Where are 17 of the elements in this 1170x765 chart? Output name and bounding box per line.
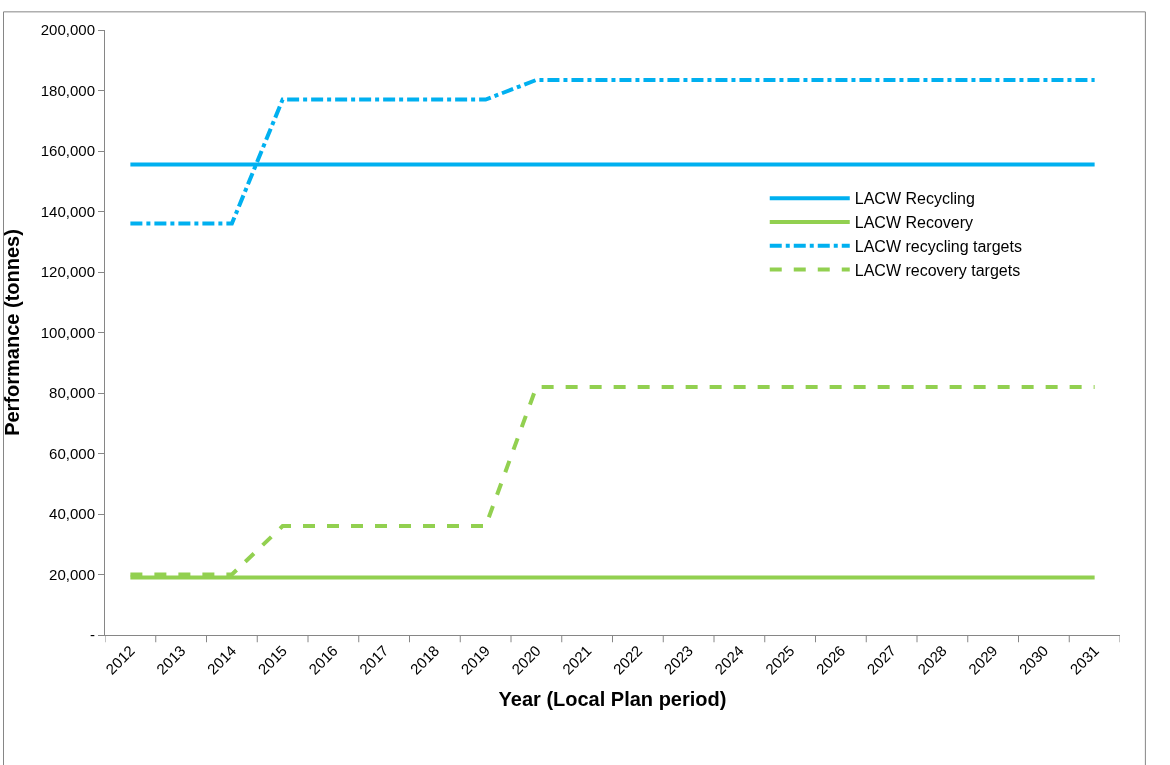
legend-label: LACW Recovery	[854, 214, 973, 232]
y-tick-label: 20,000	[49, 565, 95, 583]
y-tick-label: 140,000	[40, 202, 95, 220]
y-tick-label: -	[90, 626, 95, 644]
y-tick-label: 80,000	[49, 384, 95, 402]
y-tick-label: 180,000	[40, 81, 95, 99]
legend-label: LACW Recycling	[854, 190, 975, 208]
legend-label: LACW recycling targets	[854, 237, 1022, 255]
y-tick-label: 200,000	[40, 21, 95, 39]
y-tick-label: 60,000	[49, 444, 95, 462]
y-tick-label: 160,000	[40, 142, 95, 160]
y-tick-label: 120,000	[40, 263, 95, 281]
y-axis-title: Performance (tonnes)	[1, 229, 24, 436]
x-axis-title: Year (Local Plan period)	[498, 688, 727, 711]
y-tick-label: 100,000	[40, 323, 95, 341]
legend-label: LACW recovery targets	[854, 261, 1021, 279]
y-tick-label: 40,000	[49, 505, 95, 523]
